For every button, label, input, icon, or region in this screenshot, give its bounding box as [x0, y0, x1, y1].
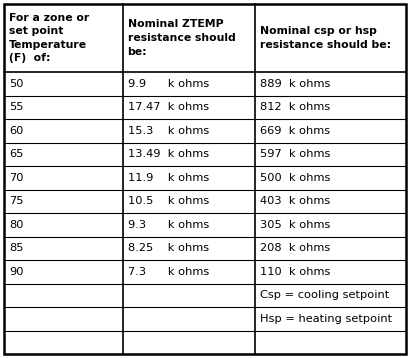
Text: 597  k ohms: 597 k ohms [260, 149, 330, 159]
Text: 889  k ohms: 889 k ohms [260, 79, 330, 89]
Text: 65: 65 [9, 149, 23, 159]
Text: 70: 70 [9, 173, 23, 183]
Text: For a zone or
set point
Temperature
(F)  of:: For a zone or set point Temperature (F) … [9, 13, 89, 63]
Text: 110  k ohms: 110 k ohms [260, 267, 330, 277]
Text: 55: 55 [9, 102, 23, 112]
Text: 50: 50 [9, 79, 23, 89]
Text: Nominal csp or hsp
resistance should be:: Nominal csp or hsp resistance should be: [260, 26, 391, 50]
Text: 17.47  k ohms: 17.47 k ohms [127, 102, 208, 112]
Text: 85: 85 [9, 243, 23, 253]
Text: 208  k ohms: 208 k ohms [260, 243, 330, 253]
Text: 305  k ohms: 305 k ohms [260, 220, 330, 230]
Text: Nominal ZTEMP
resistance should
be:: Nominal ZTEMP resistance should be: [127, 19, 235, 57]
Text: 15.3    k ohms: 15.3 k ohms [127, 126, 208, 136]
Text: 9.3      k ohms: 9.3 k ohms [127, 220, 208, 230]
Text: 13.49  k ohms: 13.49 k ohms [127, 149, 208, 159]
Text: 11.9    k ohms: 11.9 k ohms [127, 173, 208, 183]
Text: 80: 80 [9, 220, 23, 230]
Text: 90: 90 [9, 267, 23, 277]
Text: Csp = cooling setpoint: Csp = cooling setpoint [260, 290, 389, 300]
Text: 8.25    k ohms: 8.25 k ohms [127, 243, 208, 253]
Text: Hsp = heating setpoint: Hsp = heating setpoint [260, 314, 391, 324]
Text: 669  k ohms: 669 k ohms [260, 126, 330, 136]
Text: 7.3      k ohms: 7.3 k ohms [127, 267, 208, 277]
Text: 9.9      k ohms: 9.9 k ohms [127, 79, 208, 89]
Text: 10.5    k ohms: 10.5 k ohms [127, 196, 208, 206]
Text: 75: 75 [9, 196, 23, 206]
Text: 812  k ohms: 812 k ohms [260, 102, 330, 112]
Text: 403  k ohms: 403 k ohms [260, 196, 330, 206]
Text: 60: 60 [9, 126, 23, 136]
Text: 500  k ohms: 500 k ohms [260, 173, 330, 183]
